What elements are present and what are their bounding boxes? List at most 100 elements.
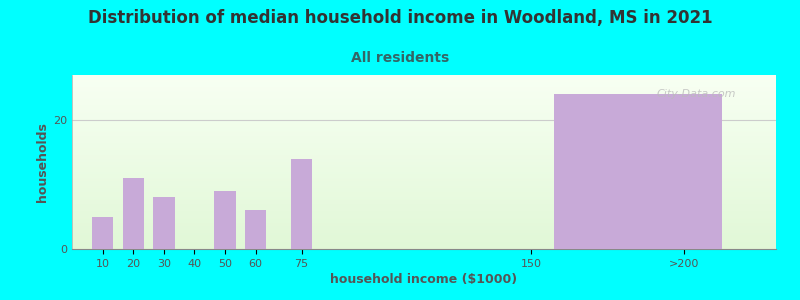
Bar bbox=[72, 204, 776, 206]
Bar bbox=[72, 192, 776, 193]
Bar bbox=[72, 120, 776, 122]
Bar bbox=[291, 159, 312, 249]
Bar bbox=[72, 101, 776, 103]
Bar bbox=[72, 221, 776, 223]
Bar bbox=[72, 113, 776, 115]
Bar bbox=[72, 200, 776, 202]
Bar bbox=[72, 77, 776, 79]
Bar bbox=[72, 183, 776, 184]
Bar bbox=[72, 141, 776, 143]
Bar bbox=[72, 179, 776, 181]
Bar bbox=[72, 98, 776, 99]
Bar bbox=[72, 127, 776, 129]
Bar bbox=[72, 153, 776, 155]
Bar bbox=[72, 226, 776, 228]
Bar bbox=[72, 96, 776, 98]
Bar bbox=[72, 94, 776, 96]
Bar bbox=[72, 209, 776, 211]
Bar bbox=[72, 82, 776, 84]
Bar bbox=[72, 193, 776, 195]
Bar bbox=[72, 85, 776, 87]
Bar bbox=[72, 124, 776, 125]
Bar bbox=[72, 186, 776, 188]
Bar bbox=[92, 217, 114, 249]
Bar bbox=[72, 129, 776, 131]
Bar bbox=[72, 143, 776, 145]
Bar bbox=[72, 216, 776, 218]
Bar bbox=[214, 191, 236, 249]
Bar bbox=[72, 242, 776, 244]
Bar bbox=[72, 162, 776, 164]
Bar bbox=[72, 195, 776, 197]
Bar bbox=[72, 117, 776, 118]
Bar bbox=[72, 158, 776, 160]
Bar bbox=[72, 105, 776, 106]
Text: Distribution of median household income in Woodland, MS in 2021: Distribution of median household income … bbox=[88, 9, 712, 27]
Bar bbox=[72, 238, 776, 240]
Bar bbox=[72, 207, 776, 209]
Text: City-Data.com: City-Data.com bbox=[656, 89, 736, 99]
X-axis label: household income ($1000): household income ($1000) bbox=[330, 273, 518, 286]
Bar bbox=[72, 131, 776, 132]
Bar bbox=[72, 188, 776, 190]
Bar bbox=[72, 118, 776, 120]
Bar bbox=[72, 174, 776, 176]
Bar bbox=[72, 115, 776, 117]
Bar bbox=[72, 108, 776, 110]
Bar bbox=[72, 138, 776, 140]
Bar bbox=[72, 230, 776, 232]
Bar bbox=[72, 87, 776, 89]
Bar bbox=[153, 197, 174, 249]
Bar bbox=[72, 237, 776, 239]
Bar bbox=[72, 199, 776, 200]
Bar bbox=[72, 169, 776, 171]
Bar bbox=[72, 228, 776, 230]
Bar bbox=[72, 166, 776, 167]
Bar bbox=[72, 160, 776, 162]
Bar bbox=[72, 223, 776, 225]
Bar bbox=[122, 178, 144, 249]
Bar bbox=[72, 240, 776, 242]
Bar bbox=[72, 89, 776, 91]
Bar bbox=[72, 150, 776, 152]
Bar bbox=[72, 164, 776, 166]
Bar bbox=[72, 218, 776, 219]
Bar bbox=[72, 84, 776, 85]
Bar bbox=[72, 172, 776, 174]
Bar bbox=[72, 136, 776, 138]
Bar bbox=[72, 245, 776, 247]
Bar bbox=[72, 152, 776, 153]
Bar bbox=[72, 145, 776, 146]
Bar bbox=[72, 219, 776, 221]
Bar bbox=[72, 91, 776, 92]
Bar bbox=[72, 167, 776, 169]
Bar bbox=[72, 80, 776, 82]
Bar bbox=[72, 233, 776, 235]
Bar bbox=[72, 92, 776, 94]
Bar bbox=[72, 125, 776, 127]
Bar bbox=[554, 94, 722, 249]
Bar bbox=[72, 244, 776, 245]
Bar bbox=[72, 225, 776, 226]
Bar bbox=[72, 184, 776, 186]
Bar bbox=[72, 106, 776, 108]
Bar bbox=[72, 103, 776, 105]
Bar bbox=[72, 75, 776, 77]
Bar bbox=[72, 146, 776, 148]
Bar bbox=[72, 214, 776, 216]
Bar bbox=[72, 206, 776, 207]
Bar bbox=[72, 212, 776, 214]
Bar bbox=[72, 232, 776, 233]
Bar bbox=[72, 122, 776, 124]
Bar bbox=[72, 202, 776, 204]
Bar bbox=[72, 148, 776, 150]
Bar bbox=[72, 134, 776, 136]
Bar bbox=[72, 190, 776, 192]
Bar bbox=[72, 110, 776, 112]
Bar bbox=[72, 178, 776, 179]
Bar bbox=[72, 197, 776, 199]
Bar bbox=[72, 112, 776, 113]
Bar bbox=[72, 140, 776, 141]
Bar bbox=[72, 79, 776, 80]
Bar bbox=[72, 247, 776, 249]
